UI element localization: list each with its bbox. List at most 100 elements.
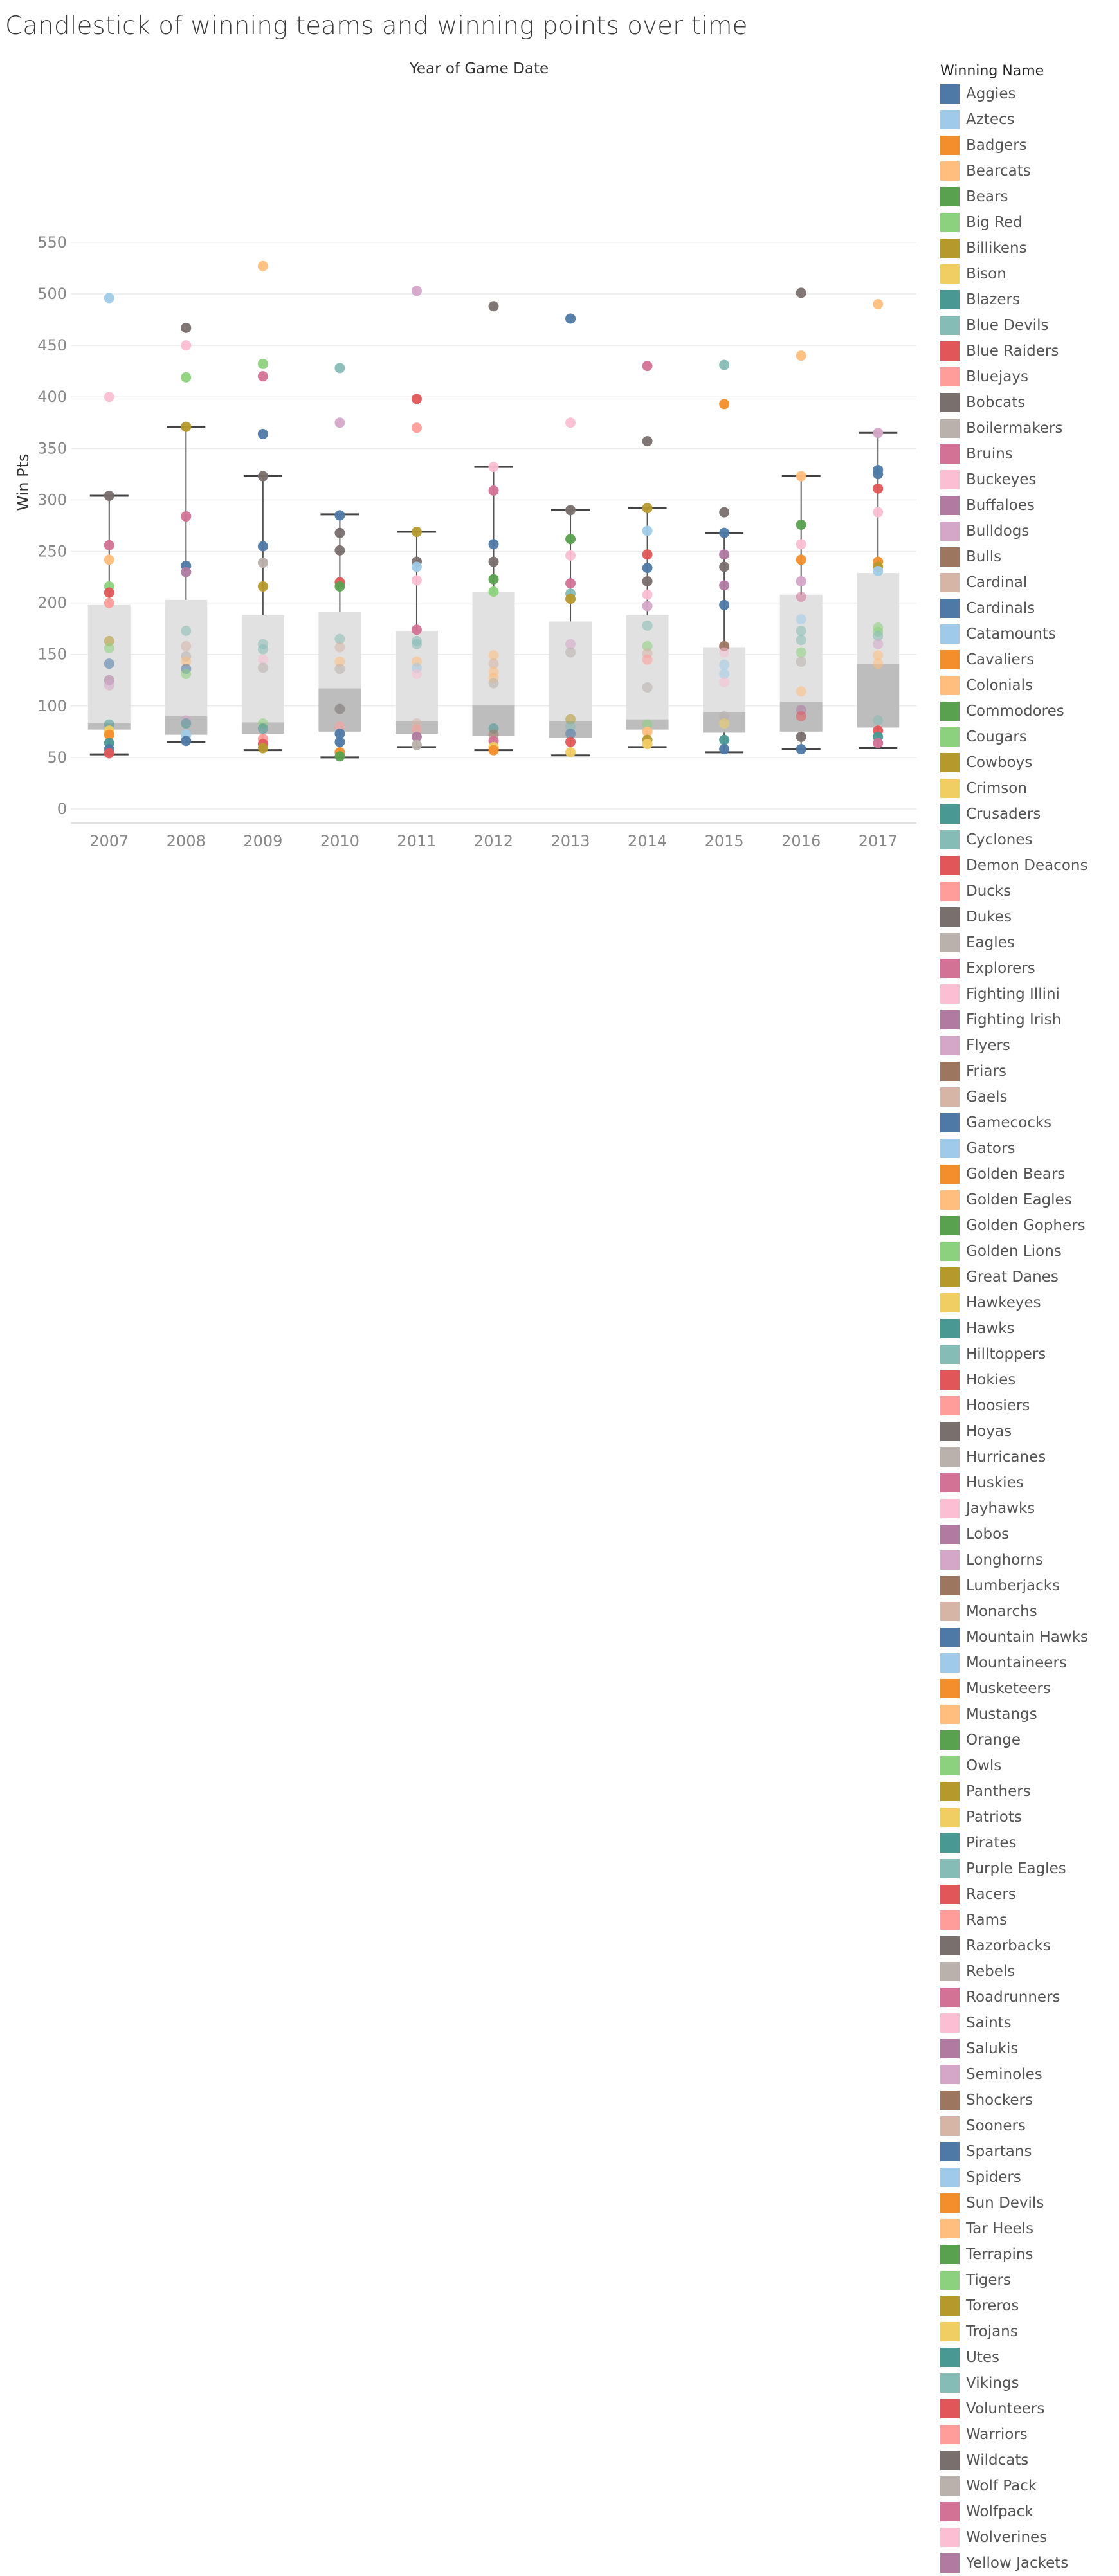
legend-item[interactable]: Golden Lions <box>940 1238 1114 1264</box>
legend-item[interactable]: Rebels <box>940 1959 1114 1984</box>
legend-item[interactable]: Hilltoppers <box>940 1341 1114 1367</box>
legend-item[interactable]: Golden Bears <box>940 1161 1114 1187</box>
legend-item[interactable]: Bison <box>940 261 1114 287</box>
legend-item[interactable]: Hawkeyes <box>940 1290 1114 1316</box>
legend-item[interactable]: Hurricanes <box>940 1444 1114 1470</box>
legend-item[interactable]: Sooners <box>940 2113 1114 2139</box>
legend-item[interactable]: Ducks <box>940 878 1114 904</box>
legend-item[interactable]: Bears <box>940 184 1114 210</box>
legend-item[interactable]: Yellow Jackets <box>940 2550 1114 2576</box>
legend-item[interactable]: Terrapins <box>940 2242 1114 2267</box>
legend-item[interactable]: Mustangs <box>940 1701 1114 1727</box>
legend-item[interactable]: Great Danes <box>940 1264 1114 1290</box>
legend-item[interactable]: Billikens <box>940 235 1114 261</box>
legend-item[interactable]: Wolverines <box>940 2525 1114 2550</box>
legend-item[interactable]: Tar Heels <box>940 2216 1114 2242</box>
legend-item[interactable]: Bruins <box>940 441 1114 467</box>
legend-item[interactable]: Explorers <box>940 956 1114 981</box>
legend-item[interactable]: Fighting Irish <box>940 1007 1114 1033</box>
legend-item[interactable]: Orange <box>940 1727 1114 1753</box>
legend-item[interactable]: Cardinal <box>940 570 1114 595</box>
legend-item[interactable]: Warriors <box>940 2422 1114 2447</box>
legend-item[interactable]: Blue Raiders <box>940 338 1114 364</box>
legend-item[interactable]: Musketeers <box>940 1676 1114 1701</box>
legend-item[interactable]: Gamecocks <box>940 1110 1114 1136</box>
legend-item[interactable]: Toreros <box>940 2293 1114 2319</box>
legend-item[interactable]: Lumberjacks <box>940 1573 1114 1599</box>
legend-item[interactable]: Buckeyes <box>940 467 1114 493</box>
legend-item[interactable]: Lobos <box>940 1521 1114 1547</box>
legend-item[interactable]: Golden Eagles <box>940 1187 1114 1213</box>
legend-item[interactable]: Roadrunners <box>940 1984 1114 2010</box>
legend-item[interactable]: Cowboys <box>940 750 1114 776</box>
legend-item[interactable]: Seminoles <box>940 2062 1114 2087</box>
legend-item[interactable]: Patriots <box>940 1804 1114 1830</box>
legend-item[interactable]: Bulls <box>940 544 1114 570</box>
legend-item[interactable]: Badgers <box>940 132 1114 158</box>
data-point <box>719 659 730 670</box>
legend-item[interactable]: Razorbacks <box>940 1933 1114 1959</box>
legend-item[interactable]: Bearcats <box>940 158 1114 184</box>
legend-item[interactable]: Fighting Illini <box>940 981 1114 1007</box>
legend-item[interactable]: Vikings <box>940 2370 1114 2396</box>
legend-item[interactable]: Cardinals <box>940 595 1114 621</box>
legend-item[interactable]: Monarchs <box>940 1599 1114 1624</box>
legend-item[interactable]: Colonials <box>940 673 1114 698</box>
legend-item[interactable]: Mountaineers <box>940 1650 1114 1676</box>
legend-item[interactable]: Utes <box>940 2345 1114 2370</box>
legend-item[interactable]: Rams <box>940 1907 1114 1933</box>
legend-item[interactable]: Aggies <box>940 81 1114 107</box>
legend-item[interactable]: Crusaders <box>940 801 1114 827</box>
legend-item[interactable]: Saints <box>940 2010 1114 2036</box>
legend-item[interactable]: Commodores <box>940 698 1114 724</box>
legend-item[interactable]: Racers <box>940 1882 1114 1907</box>
legend-item[interactable]: Blazers <box>940 287 1114 313</box>
legend-item[interactable]: Aztecs <box>940 107 1114 132</box>
legend-item[interactable]: Hoyas <box>940 1419 1114 1444</box>
legend-item[interactable]: Spiders <box>940 2164 1114 2190</box>
legend-item[interactable]: Shockers <box>940 2087 1114 2113</box>
legend-item[interactable]: Buffaloes <box>940 493 1114 518</box>
legend-item[interactable]: Bobcats <box>940 390 1114 415</box>
legend-item[interactable]: Jayhawks <box>940 1496 1114 1521</box>
legend-item[interactable]: Eagles <box>940 930 1114 956</box>
legend-item[interactable]: Volunteers <box>940 2396 1114 2422</box>
legend-item[interactable]: Crimson <box>940 776 1114 801</box>
legend-item[interactable]: Hoosiers <box>940 1393 1114 1419</box>
legend-item[interactable]: Cyclones <box>940 827 1114 853</box>
legend-item[interactable]: Catamounts <box>940 621 1114 647</box>
legend-item[interactable]: Boilermakers <box>940 415 1114 441</box>
legend-item[interactable]: Demon Deacons <box>940 853 1114 878</box>
legend-item[interactable]: Wolf Pack <box>940 2473 1114 2499</box>
legend-item[interactable]: Longhorns <box>940 1547 1114 1573</box>
legend-item[interactable]: Hokies <box>940 1367 1114 1393</box>
legend-item[interactable]: Big Red <box>940 210 1114 235</box>
legend-label: Utes <box>966 2349 999 2366</box>
legend-item[interactable]: Trojans <box>940 2319 1114 2345</box>
legend-item[interactable]: Salukis <box>940 2036 1114 2062</box>
legend-item[interactable]: Mountain Hawks <box>940 1624 1114 1650</box>
legend-item[interactable]: Golden Gophers <box>940 1213 1114 1238</box>
legend-item[interactable]: Blue Devils <box>940 313 1114 338</box>
legend-item[interactable]: Pirates <box>940 1830 1114 1856</box>
legend-item[interactable]: Dukes <box>940 904 1114 930</box>
legend-item[interactable]: Owls <box>940 1753 1114 1779</box>
legend-item[interactable]: Gators <box>940 1136 1114 1161</box>
legend-item[interactable]: Spartans <box>940 2139 1114 2164</box>
legend-item[interactable]: Cavaliers <box>940 647 1114 673</box>
legend-item[interactable]: Sun Devils <box>940 2190 1114 2216</box>
legend-item[interactable]: Flyers <box>940 1033 1114 1058</box>
legend-item[interactable]: Bluejays <box>940 364 1114 390</box>
legend-item[interactable]: Tigers <box>940 2267 1114 2293</box>
legend-item[interactable]: Purple Eagles <box>940 1856 1114 1882</box>
data-point <box>334 721 345 732</box>
legend-item[interactable]: Wolfpack <box>940 2499 1114 2525</box>
legend-item[interactable]: Gaels <box>940 1084 1114 1110</box>
legend-item[interactable]: Wildcats <box>940 2447 1114 2473</box>
legend-item[interactable]: Friars <box>940 1058 1114 1084</box>
legend-item[interactable]: Panthers <box>940 1779 1114 1804</box>
legend-item[interactable]: Hawks <box>940 1316 1114 1341</box>
legend-item[interactable]: Huskies <box>940 1470 1114 1496</box>
legend-item[interactable]: Cougars <box>940 724 1114 750</box>
legend-item[interactable]: Bulldogs <box>940 518 1114 544</box>
